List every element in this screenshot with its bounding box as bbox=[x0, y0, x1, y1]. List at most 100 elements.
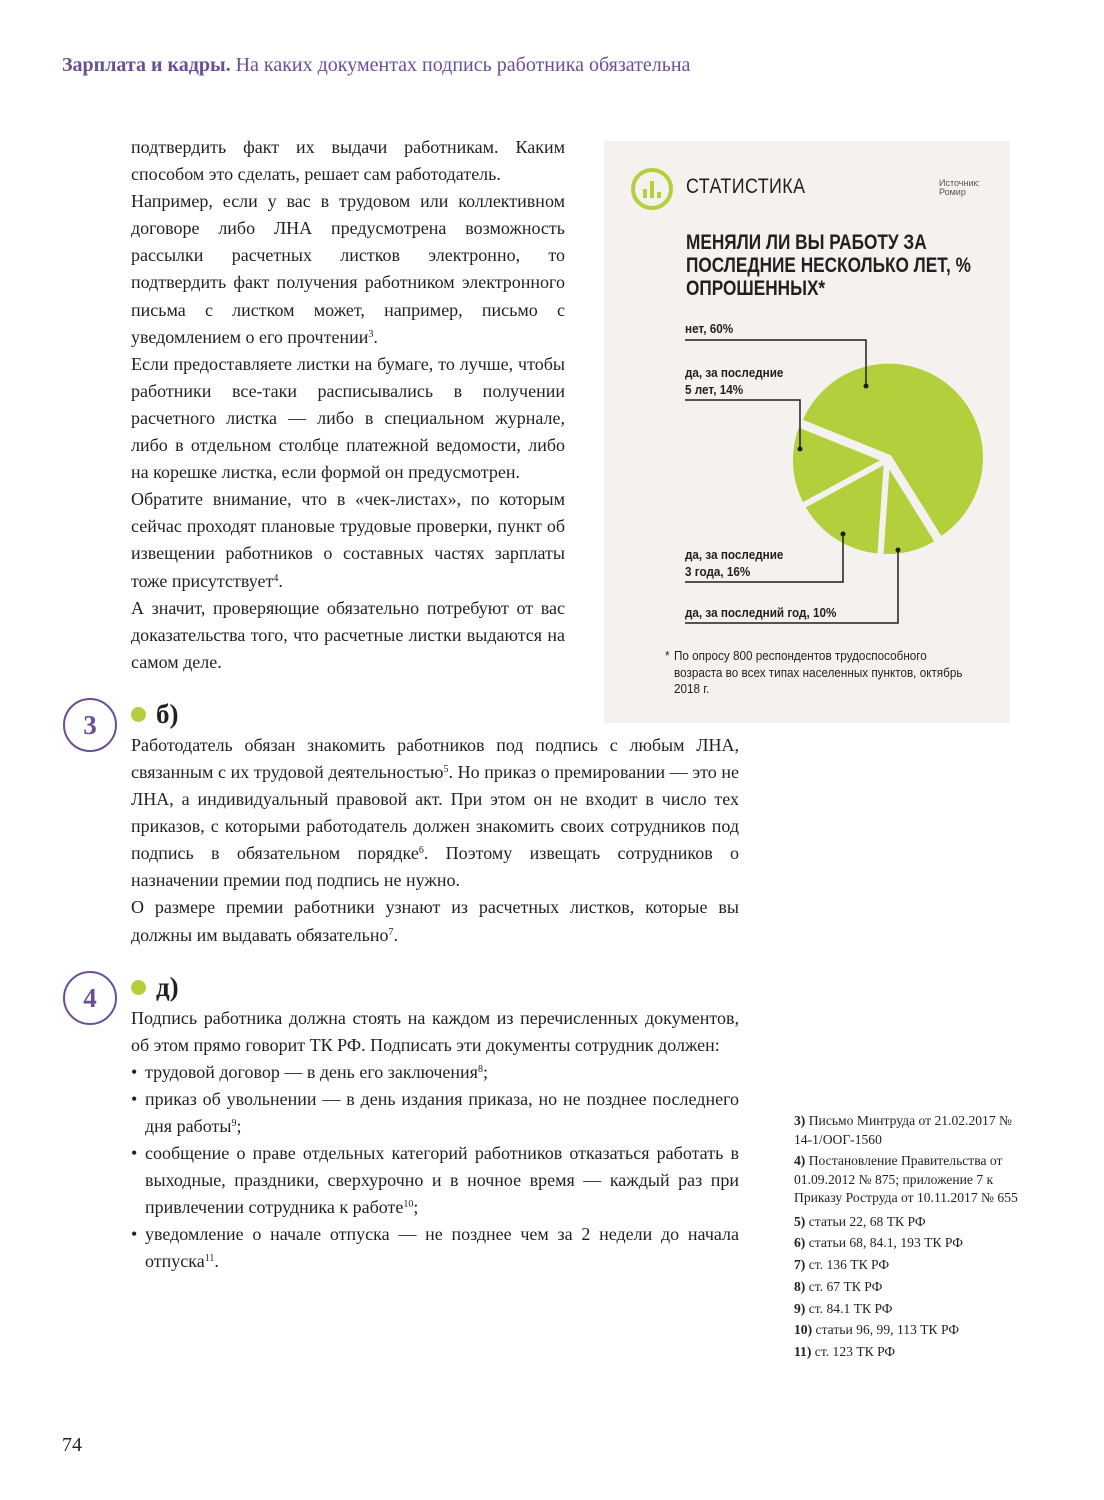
footnote-text: статьи 22, 68 ТК РФ bbox=[808, 1213, 926, 1229]
footnote: 8) ст. 67 ТК РФ bbox=[794, 1276, 1024, 1298]
text-run: . bbox=[393, 924, 399, 945]
pie-slice bbox=[787, 420, 890, 510]
paragraph: Если предоставляете листки на бумаге, то… bbox=[131, 351, 565, 486]
footnote: 10) статьи 96, 99, 113 ТК РФ bbox=[794, 1319, 1024, 1341]
text-run: сообщение о праве отдельных категорий ра… bbox=[145, 1143, 739, 1218]
footnotes: 3) Письмо Минтруда от 21.02.2017 № 14-1/… bbox=[794, 1112, 1024, 1363]
footnote-number: 11) bbox=[794, 1344, 815, 1360]
page-number: 74 bbox=[62, 1434, 82, 1456]
note-mark: * bbox=[665, 648, 670, 663]
footnote-ref: 8 bbox=[477, 1063, 483, 1075]
footnote-number: 3) bbox=[794, 1113, 809, 1128]
footnote-number: 5) bbox=[794, 1213, 809, 1229]
slice-label-5y: да, за последние 5 лет, 14% bbox=[685, 365, 784, 397]
text-run: Обратите внимание, что в «чек-листах», п… bbox=[131, 489, 565, 591]
question-number-3: 3 bbox=[63, 697, 117, 752]
footnote: 4) Постановление Правительства от 01.09.… bbox=[794, 1152, 1024, 1208]
leader-dot bbox=[797, 446, 803, 452]
footnote-number: 4) bbox=[794, 1153, 809, 1168]
answer-3-block: 3 б) Работодатель обязан знакомить работ… bbox=[62, 697, 752, 949]
footnote-number: 10) bbox=[794, 1322, 816, 1338]
text-run: Если предоставляете листки на бумаге, то… bbox=[131, 353, 565, 483]
note-text: По опросу 800 респондентов трудоспособно… bbox=[674, 648, 963, 696]
survey-note: * По опросу 800 респондентов трудоспособн… bbox=[665, 648, 971, 698]
leader-line bbox=[685, 339, 867, 386]
footnote-ref: 7 bbox=[388, 926, 394, 938]
footnote: 3) Письмо Минтруда от 21.02.2017 № 14-1/… bbox=[794, 1112, 1024, 1149]
footnote-text: Письмо Минтруда от 21.02.2017 № 14-1/ООГ… bbox=[794, 1113, 1013, 1147]
chart-title: МЕНЯЛИ ЛИ ВЫ РАБОТУ ЗА ПОСЛЕДНИЕ НЕСКОЛЬ… bbox=[686, 231, 971, 300]
answer-3: б) bbox=[131, 698, 752, 732]
text-run: . bbox=[373, 326, 378, 347]
footnote-ref: 9 bbox=[231, 1118, 237, 1129]
leader-line bbox=[685, 534, 844, 583]
footnote-number: 7) bbox=[794, 1257, 809, 1273]
source-name: Ромир bbox=[939, 187, 966, 197]
leader-line bbox=[685, 399, 801, 449]
text-run: Подпись работника должна стоять на каждо… bbox=[131, 1007, 739, 1055]
footnote-text: ст. 84.1 ТК РФ bbox=[808, 1300, 893, 1316]
footnote: 11) ст. 123 ТК РФ bbox=[794, 1341, 1024, 1363]
footnote-text: Постановление Правительства от 01.09.201… bbox=[794, 1153, 1018, 1205]
stats-heading: СТАТИСТИКА bbox=[686, 175, 806, 198]
footnote-ref: 4 bbox=[273, 572, 279, 584]
statistics-box: СТАТИСТИКА Источник: Ромир МЕНЯЛИ ЛИ ВЫ Р… bbox=[604, 141, 1010, 723]
running-header: Зарплата и кадры. На каких документах по… bbox=[62, 54, 690, 77]
slice-label-no: нет, 60% bbox=[685, 321, 734, 336]
green-dot-icon bbox=[131, 980, 146, 996]
paragraph: А значит, проверяющие обязательно потреб… bbox=[131, 595, 565, 676]
answer-4-text: Подпись работника должна стоять на каждо… bbox=[131, 1005, 739, 1276]
text-run: приказ об увольнении — в день издания пр… bbox=[145, 1088, 739, 1136]
footnote: 6) статьи 68, 84.1, 193 ТК РФ bbox=[794, 1232, 1024, 1254]
text-run: А значит, проверяющие обязательно потреб… bbox=[131, 597, 565, 672]
footnote-ref: 11 bbox=[204, 1253, 215, 1265]
answer-4: д) bbox=[131, 971, 752, 1005]
list-item: трудовой договор — в день его заключения… bbox=[131, 1059, 739, 1086]
slice-label-3y: да, за последние 3 года, 16% bbox=[685, 547, 784, 579]
list-item: уведомление о начале отпуска — не поздне… bbox=[131, 1221, 739, 1275]
answer-4-block: 4 д) Подпись работника должна стоять на … bbox=[62, 970, 752, 1276]
footnote: 7) ст. 136 ТК РФ bbox=[794, 1254, 1024, 1276]
footnote-number: 8) bbox=[794, 1278, 809, 1294]
section-name: Зарплата и кадры. bbox=[62, 54, 231, 76]
text-run: О размере премии работники узнают из рас… bbox=[131, 897, 739, 945]
list-item: сообщение о праве отдельных категорий ра… bbox=[131, 1140, 739, 1221]
footnote-text: ст. 67 ТК РФ bbox=[808, 1278, 883, 1294]
footnote: 9) ст. 84.1 ТК РФ bbox=[794, 1298, 1024, 1320]
text-run: уведомление о начале отпуска — не поздне… bbox=[145, 1224, 739, 1272]
text-run: . bbox=[214, 1251, 219, 1272]
leader-dot bbox=[863, 383, 869, 389]
pie-slice bbox=[798, 457, 890, 560]
text-run: ; bbox=[482, 1061, 488, 1082]
text-run: трудовой договор — в день его заключения bbox=[145, 1061, 478, 1082]
answer-3-text: Работодатель обязан знакомить работников… bbox=[131, 732, 739, 949]
text-run: . Но приказ о премировании — это не ЛНА,… bbox=[131, 761, 740, 864]
paragraph: О размере премии работники узнают из рас… bbox=[131, 894, 739, 948]
bullet-list: трудовой договор — в день его заключения… bbox=[131, 1059, 739, 1276]
leader-dot bbox=[840, 531, 846, 537]
footnote-text: статьи 68, 84.1, 193 ТК РФ bbox=[808, 1235, 963, 1251]
footnote-ref: 10 bbox=[403, 1199, 414, 1211]
question-number-4: 4 bbox=[63, 970, 117, 1025]
source-label: Источник: bbox=[939, 178, 980, 188]
source: Источник: Ромир bbox=[939, 179, 980, 197]
footnote-ref: 6 bbox=[418, 845, 424, 857]
pie-slice bbox=[795, 357, 989, 543]
text-run: . Поэтому извещать сотрудников о назначе… bbox=[131, 843, 739, 891]
text-run: . bbox=[278, 570, 283, 591]
text-run: подтвердить факт их выдачи работникам. К… bbox=[131, 137, 565, 185]
main-column: подтвердить факт их выдачи работникам. К… bbox=[62, 134, 752, 1276]
leader-line bbox=[685, 550, 899, 624]
green-dot-icon bbox=[131, 707, 146, 723]
slice-label-1y: да, за последний год, 10% bbox=[685, 605, 837, 620]
leader-dot bbox=[895, 547, 901, 553]
bar-chart-icon bbox=[631, 168, 673, 210]
footnote-text: статьи 96, 99, 113 ТК РФ bbox=[815, 1322, 960, 1338]
footnote-number: 6) bbox=[794, 1235, 809, 1251]
footnote-text: ст. 136 ТК РФ bbox=[808, 1257, 890, 1273]
paragraph: Работодатель обязан знакомить работников… bbox=[131, 732, 739, 895]
footnote-text: ст. 123 ТК РФ bbox=[814, 1344, 896, 1360]
article-title: На каких документах подпись работника об… bbox=[235, 54, 691, 76]
footnote: 5) статьи 22, 68 ТК РФ bbox=[794, 1211, 1024, 1233]
